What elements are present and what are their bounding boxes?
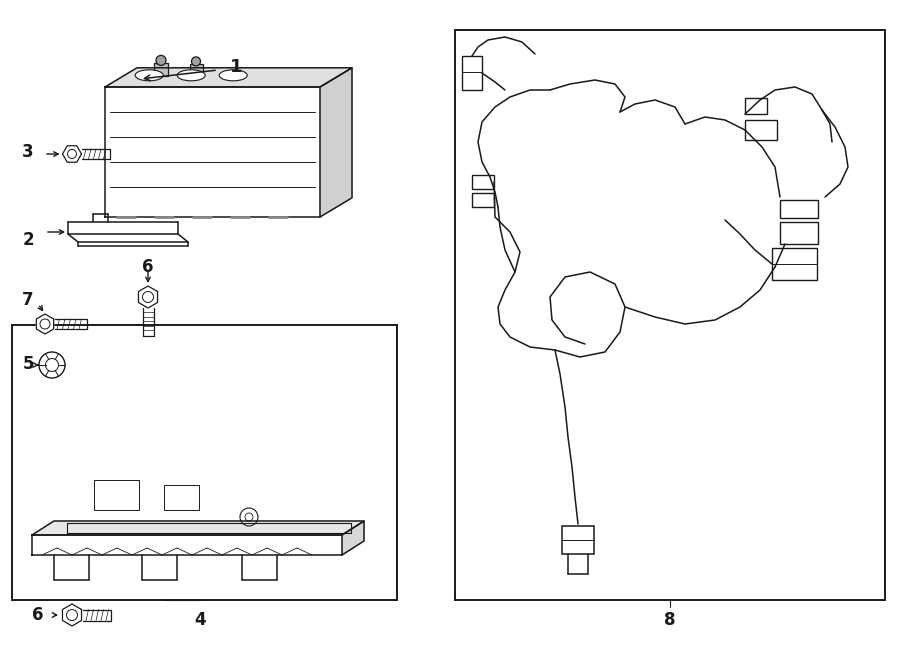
Polygon shape <box>36 314 54 334</box>
Polygon shape <box>320 68 352 217</box>
Text: 6: 6 <box>32 606 44 624</box>
Polygon shape <box>342 521 364 555</box>
Text: 2: 2 <box>22 231 34 249</box>
Bar <box>745 98 767 114</box>
Bar <box>472 175 494 189</box>
Bar <box>462 56 482 90</box>
Polygon shape <box>105 68 352 87</box>
Bar <box>745 120 777 140</box>
Text: 7: 7 <box>22 291 34 309</box>
Text: 6: 6 <box>142 258 154 276</box>
Bar <box>562 526 594 554</box>
Text: 5: 5 <box>22 355 34 373</box>
Bar <box>94 480 139 510</box>
Polygon shape <box>139 286 158 308</box>
Bar <box>472 193 494 207</box>
Bar <box>154 64 168 76</box>
Text: 4: 4 <box>194 611 206 629</box>
Polygon shape <box>62 604 82 626</box>
Bar <box>190 64 203 76</box>
Bar <box>455 30 885 600</box>
Bar <box>780 222 818 244</box>
Bar <box>164 485 199 510</box>
Circle shape <box>156 56 166 66</box>
Polygon shape <box>32 521 364 535</box>
Bar <box>772 248 817 280</box>
Ellipse shape <box>177 70 205 81</box>
Text: 3: 3 <box>22 143 34 161</box>
Ellipse shape <box>135 70 163 81</box>
Circle shape <box>39 352 65 378</box>
Text: 8: 8 <box>664 611 676 629</box>
Bar <box>12 325 397 600</box>
Bar <box>780 200 818 218</box>
Text: 1: 1 <box>230 58 242 76</box>
Ellipse shape <box>220 70 248 81</box>
Circle shape <box>192 57 201 66</box>
